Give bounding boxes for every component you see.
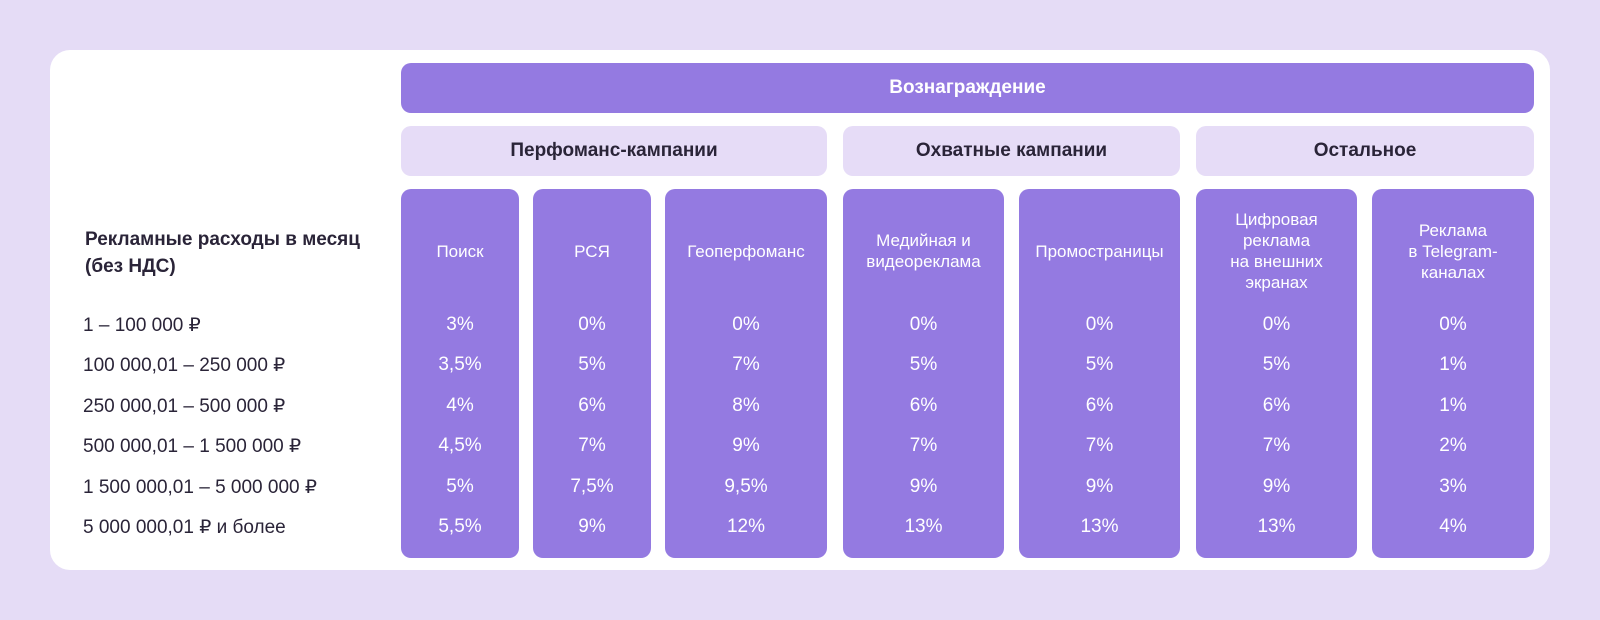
rate-cell: 7% bbox=[909, 435, 938, 456]
spend-range-label: 500 000,01 – 1 500 000 ₽ bbox=[83, 435, 302, 457]
group-label: Охватные кампании bbox=[915, 140, 1108, 161]
rate-cell: 3% bbox=[1439, 476, 1467, 497]
rate-cell: 0% bbox=[909, 314, 938, 335]
column-header-label: РСЯ bbox=[574, 241, 610, 261]
rate-cell: 9% bbox=[578, 516, 606, 537]
rate-cell: 0% bbox=[1085, 314, 1114, 335]
rate-column: Геоперфоманс 0% 7% 8% 9% 9,5% 12% bbox=[665, 189, 827, 558]
rate-cell: 4,5% bbox=[438, 435, 482, 456]
rate-cell: 13% bbox=[1257, 516, 1296, 537]
rate-cell: 9% bbox=[1262, 476, 1291, 497]
rate-cell: 1% bbox=[1439, 395, 1467, 416]
rate-cell: 5,5% bbox=[438, 516, 482, 537]
rate-cell: 6% bbox=[1262, 395, 1291, 416]
column-header: Геоперфоманс bbox=[665, 189, 827, 313]
rate-column: Реклама в Telegram- каналах 0% 1% 1% 2% 3% 4% bbox=[1372, 189, 1534, 558]
rate-cell: 5% bbox=[1085, 354, 1114, 375]
spend-range-label: 1 – 100 000 ₽ bbox=[83, 314, 201, 336]
group-label: Перфоманс-кампании bbox=[510, 140, 718, 161]
rate-cell: 0% bbox=[1439, 314, 1467, 335]
rate-cell: 7,5% bbox=[570, 476, 614, 497]
spend-range-label: 100 000,01 – 250 000 ₽ bbox=[83, 354, 286, 376]
rate-cell: 7% bbox=[578, 435, 606, 456]
rate-column: Цифровая реклама на внешних экранах 0% 5% 6… bbox=[1196, 189, 1357, 558]
rate-cell: 5% bbox=[578, 354, 606, 375]
rate-cell: 5% bbox=[909, 354, 938, 375]
rate-column: Промостраницы 0% 5% 6% 7% 9% 13% bbox=[1019, 189, 1180, 558]
column-header-label: Поиск bbox=[436, 241, 484, 261]
rate-cell: 2% bbox=[1439, 435, 1467, 456]
column-header: Реклама в Telegram- каналах bbox=[1372, 189, 1534, 313]
rate-cell: 3,5% bbox=[438, 354, 482, 375]
column-header-label: Цифровая реклама на внешних экранах bbox=[1230, 210, 1323, 292]
reward-banner: Вознаграждение bbox=[401, 63, 1534, 113]
column-header: Промостраницы bbox=[1019, 189, 1180, 313]
rate-cell: 13% bbox=[1080, 516, 1119, 537]
group-performance: Перфоманс-кампании bbox=[401, 126, 827, 176]
column-header-label: Медийная и видеореклама bbox=[866, 231, 981, 271]
rate-cell: 5% bbox=[446, 476, 474, 497]
rate-cell: 1% bbox=[1439, 354, 1467, 375]
rate-cell: 12% bbox=[726, 516, 766, 537]
rate-cell: 7% bbox=[732, 354, 760, 375]
spend-range-label: 1 500 000,01 – 5 000 000 ₽ bbox=[83, 476, 317, 498]
group-label: Остальное bbox=[1313, 140, 1417, 161]
rate-cell: 8% bbox=[732, 395, 760, 416]
rate-cell: 13% bbox=[904, 516, 943, 537]
column-header-label: Геоперфоманс bbox=[687, 241, 805, 261]
group-other: Остальное bbox=[1196, 126, 1534, 176]
rate-cell: 5% bbox=[1262, 354, 1291, 375]
rate-cell: 7% bbox=[1262, 435, 1291, 456]
column-header: РСЯ bbox=[533, 189, 651, 313]
column-header: Поиск bbox=[401, 189, 519, 313]
reward-title: Вознаграждение bbox=[889, 77, 1046, 98]
rate-cell: 6% bbox=[909, 395, 938, 416]
column-header: Медийная и видеореклама bbox=[843, 189, 1004, 313]
rate-cell: 0% bbox=[1262, 314, 1291, 335]
rate-cell: 9% bbox=[909, 476, 938, 497]
rate-column: РСЯ 0% 5% 6% 7% 7,5% 9% bbox=[533, 189, 651, 558]
row-header: Рекламные расходы в месяц (без НДС) bbox=[85, 229, 360, 277]
column-header-label: Промостраницы bbox=[1035, 241, 1164, 261]
spend-range-label: 250 000,01 – 500 000 ₽ bbox=[83, 395, 286, 417]
rate-column: Медийная и видеореклама 0% 5% 6% 7% 9% 13% bbox=[843, 189, 1004, 558]
rate-cell: 9% bbox=[732, 435, 760, 456]
rate-cell: 0% bbox=[578, 314, 606, 335]
spend-range-label: 5 000 000,01 ₽ и более bbox=[83, 516, 286, 538]
rate-cell: 3% bbox=[446, 314, 474, 335]
group-reach: Охватные кампании bbox=[843, 126, 1180, 176]
column-header: Цифровая реклама на внешних экранах bbox=[1196, 189, 1357, 313]
rate-cell: 6% bbox=[578, 395, 606, 416]
rate-column: Поиск 3% 3,5% 4% 4,5% 5% 5,5% bbox=[401, 189, 519, 558]
rate-cell: 4% bbox=[446, 395, 474, 416]
rate-cell: 4% bbox=[1439, 516, 1467, 537]
column-header-label: Реклама в Telegram- каналах bbox=[1408, 220, 1498, 282]
rate-cell: 9% bbox=[1085, 476, 1114, 497]
rate-cell: 7% bbox=[1085, 435, 1114, 456]
rate-cell: 0% bbox=[732, 314, 760, 335]
rate-cell: 9,5% bbox=[724, 476, 768, 497]
rate-cell: 6% bbox=[1085, 395, 1114, 416]
